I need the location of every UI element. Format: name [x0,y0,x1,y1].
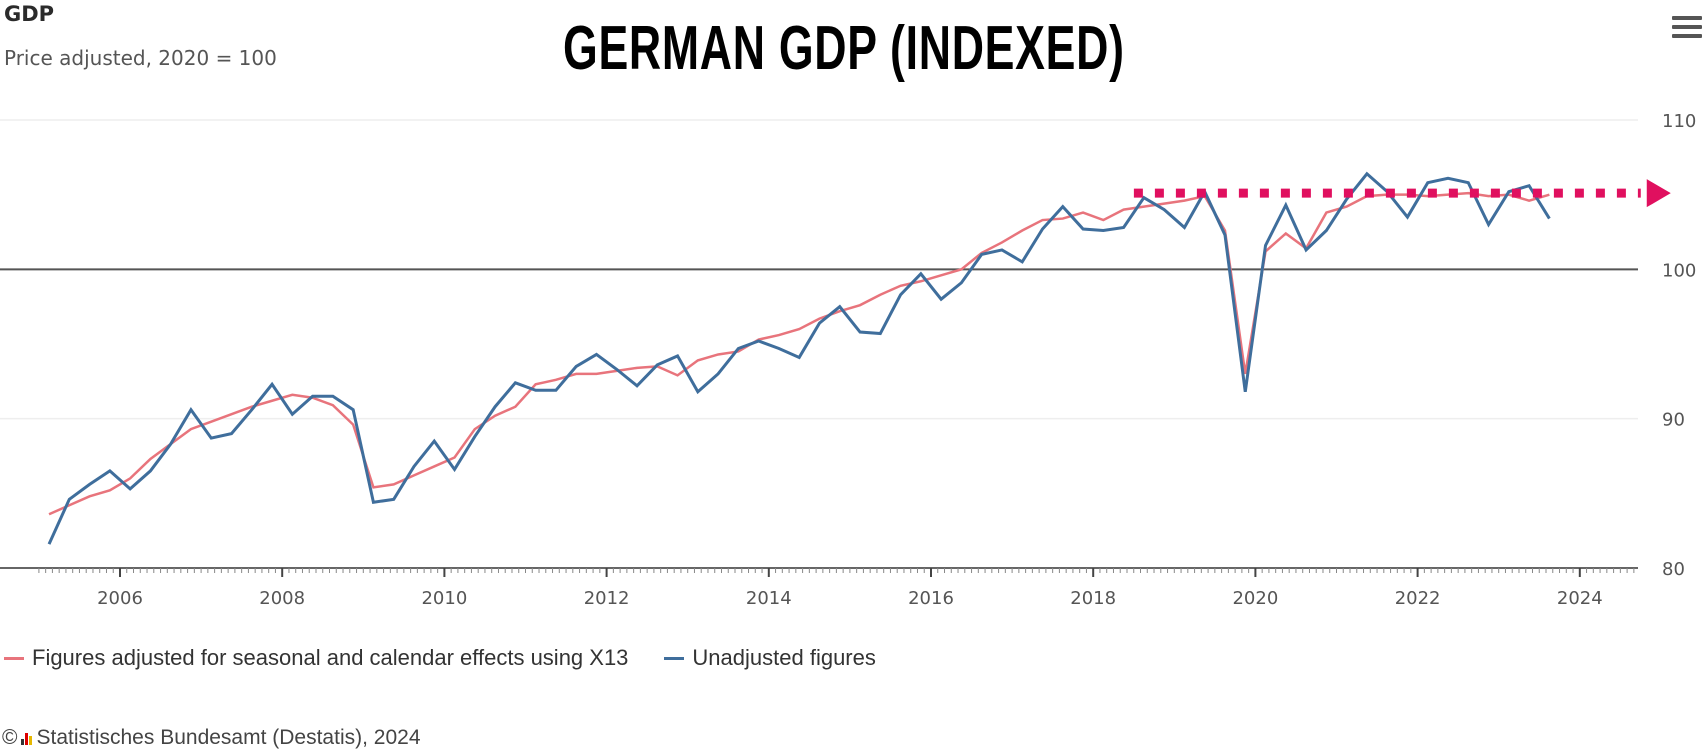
legend-item-unadjusted[interactable]: Unadjusted figures [664,645,876,671]
x-tick-label: 2014 [746,588,792,609]
legend-label-unadjusted: Unadjusted figures [692,645,876,670]
x-tick-label: 2022 [1395,588,1441,609]
menu-bar [1672,25,1702,29]
x-tick-label: 2020 [1232,588,1278,609]
annotation-group [1133,179,1671,208]
y-axis: 80 90 100 110 [1662,111,1696,580]
y-tick-label: 110 [1662,111,1696,132]
copyright-icon: © [2,726,18,749]
legend-swatch-adjusted [4,656,24,660]
hamburger-menu-icon[interactable] [1672,16,1702,42]
x-tick-label: 2008 [259,588,305,609]
headline: GERMAN GDP (INDEXED) [563,14,1125,83]
series-line-unadjusted [47,171,1551,545]
y-tick-label: 90 [1662,410,1685,431]
annotation-arrowhead [1646,179,1671,208]
grid-lines [0,119,1638,420]
menu-bar [1672,34,1702,38]
destatis-logo-icon [21,731,33,745]
legend-item-adjusted[interactable]: Figures adjusted for seasonal and calend… [4,645,628,671]
series-line-adjusted [48,191,1550,516]
x-tick-label: 2012 [584,588,630,609]
chart-title: GDP [4,2,55,26]
x-axis: 2006 2008 2010 2012 2014 2016 2018 2020 2022 2024 [0,567,1638,609]
x-tick-label: 2006 [97,588,143,609]
chart-subtitle: Price adjusted, 2020 = 100 [4,46,277,70]
credits-text: Statistisches Bundesamt (Destatis), 2024 [36,726,421,749]
series-group [47,171,1551,545]
legend-label-adjusted: Figures adjusted for seasonal and calend… [32,645,629,670]
x-tick-label: 2016 [908,588,954,609]
legend-swatch-unadjusted [664,656,685,660]
y-tick-label: 100 [1662,260,1696,281]
y-tick-label: 80 [1662,559,1685,580]
menu-bar [1672,16,1702,20]
credits[interactable]: © Statistisches Bundesamt (Destatis), 20… [2,726,421,750]
x-tick-label: 2010 [421,588,467,609]
legend: Figures adjusted for seasonal and calend… [4,645,876,671]
line-chart: 2006 2008 2010 2012 2014 2016 2018 2020 2022 2024… [0,111,1696,609]
x-tick-label: 2024 [1557,588,1603,609]
x-tick-label: 2018 [1070,588,1116,609]
